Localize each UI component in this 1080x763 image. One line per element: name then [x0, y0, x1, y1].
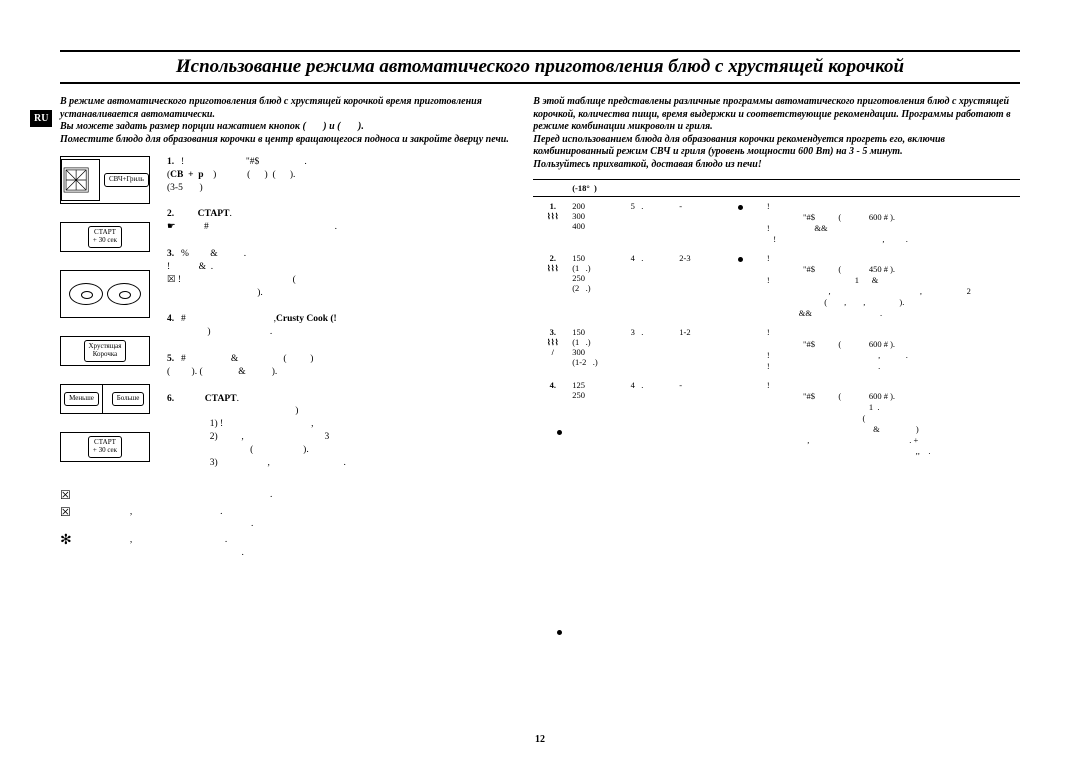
- table-row: 3.⌇⌇⌇/150(1 .)300(1-2 .)3 .1-2! "#$ ( 60…: [533, 323, 1020, 375]
- crusty-label-b: Корочка: [93, 350, 118, 358]
- microwave-graphic: СВЧ+Гриль: [60, 156, 150, 204]
- discs-graphic: [60, 270, 150, 318]
- table-row: 4.1252504 .-! "#$ ( 600 # ). 1 . (: [533, 376, 1020, 461]
- page-title: Использование режима автоматического при…: [60, 56, 1020, 78]
- step: 2. СТАРТ.☛ # .: [167, 208, 509, 234]
- start-button-1: СТАРТ + 30 сек: [60, 222, 150, 252]
- start-button-2: СТАРТ + 30 сек: [60, 432, 150, 462]
- crusty-button: Хрустящая Корочка: [60, 336, 150, 366]
- programs-table: (-18° ) 1.⌇⌇⌇2003004005 .-! "#$ ( 600 # …: [533, 179, 1020, 461]
- note-row: ☒ , . .: [60, 506, 509, 531]
- step: 3.% & .! & .☒ ! ( ).: [167, 248, 509, 299]
- less-label: Меньше: [64, 392, 99, 406]
- less-more-buttons: Меньше Больше: [60, 384, 150, 414]
- note-icon: ☒: [60, 489, 74, 501]
- note-row: ✻ , . .: [60, 534, 509, 559]
- bullet-icon: [557, 630, 562, 635]
- table-row: 2.⌇⌇⌇150(1 .)250(2 .)4 .2-3! "#$ ( 450 #…: [533, 249, 1020, 323]
- step: 6. СТАРТ. ) 1) ! , 2) , 3: [167, 393, 509, 470]
- lang-badge: RU: [30, 110, 52, 127]
- right-intro: В этой таблице представлены различные пр…: [533, 96, 1020, 171]
- start-sublabel: + 30 сек: [93, 236, 117, 244]
- note-row: ☒ .: [60, 489, 509, 501]
- table-row: 1.⌇⌇⌇2003004005 .-! "#$ ( 600 # ). ! && …: [533, 197, 1020, 249]
- note-icon: ✻: [60, 534, 74, 559]
- start2-sublabel: + 30 сек: [93, 446, 117, 454]
- bullet-icon: [557, 430, 562, 435]
- step: 1.! "#$ .(СВ + p ) ( ) ( ).(3-5 ): [167, 156, 509, 194]
- note-icon: ☒: [60, 506, 74, 531]
- page-number: 12: [535, 734, 545, 745]
- table-head-temp: (-18° ): [572, 183, 630, 193]
- more-label: Больше: [112, 392, 145, 406]
- left-intro: В режиме автоматического приготовления б…: [60, 96, 509, 146]
- grill-button-label: СВЧ+Гриль: [104, 173, 149, 187]
- step: 4.# ,Crusty Cook (! ) .: [167, 313, 509, 339]
- step: 5.# & ( )( ). ( & ).: [167, 353, 509, 379]
